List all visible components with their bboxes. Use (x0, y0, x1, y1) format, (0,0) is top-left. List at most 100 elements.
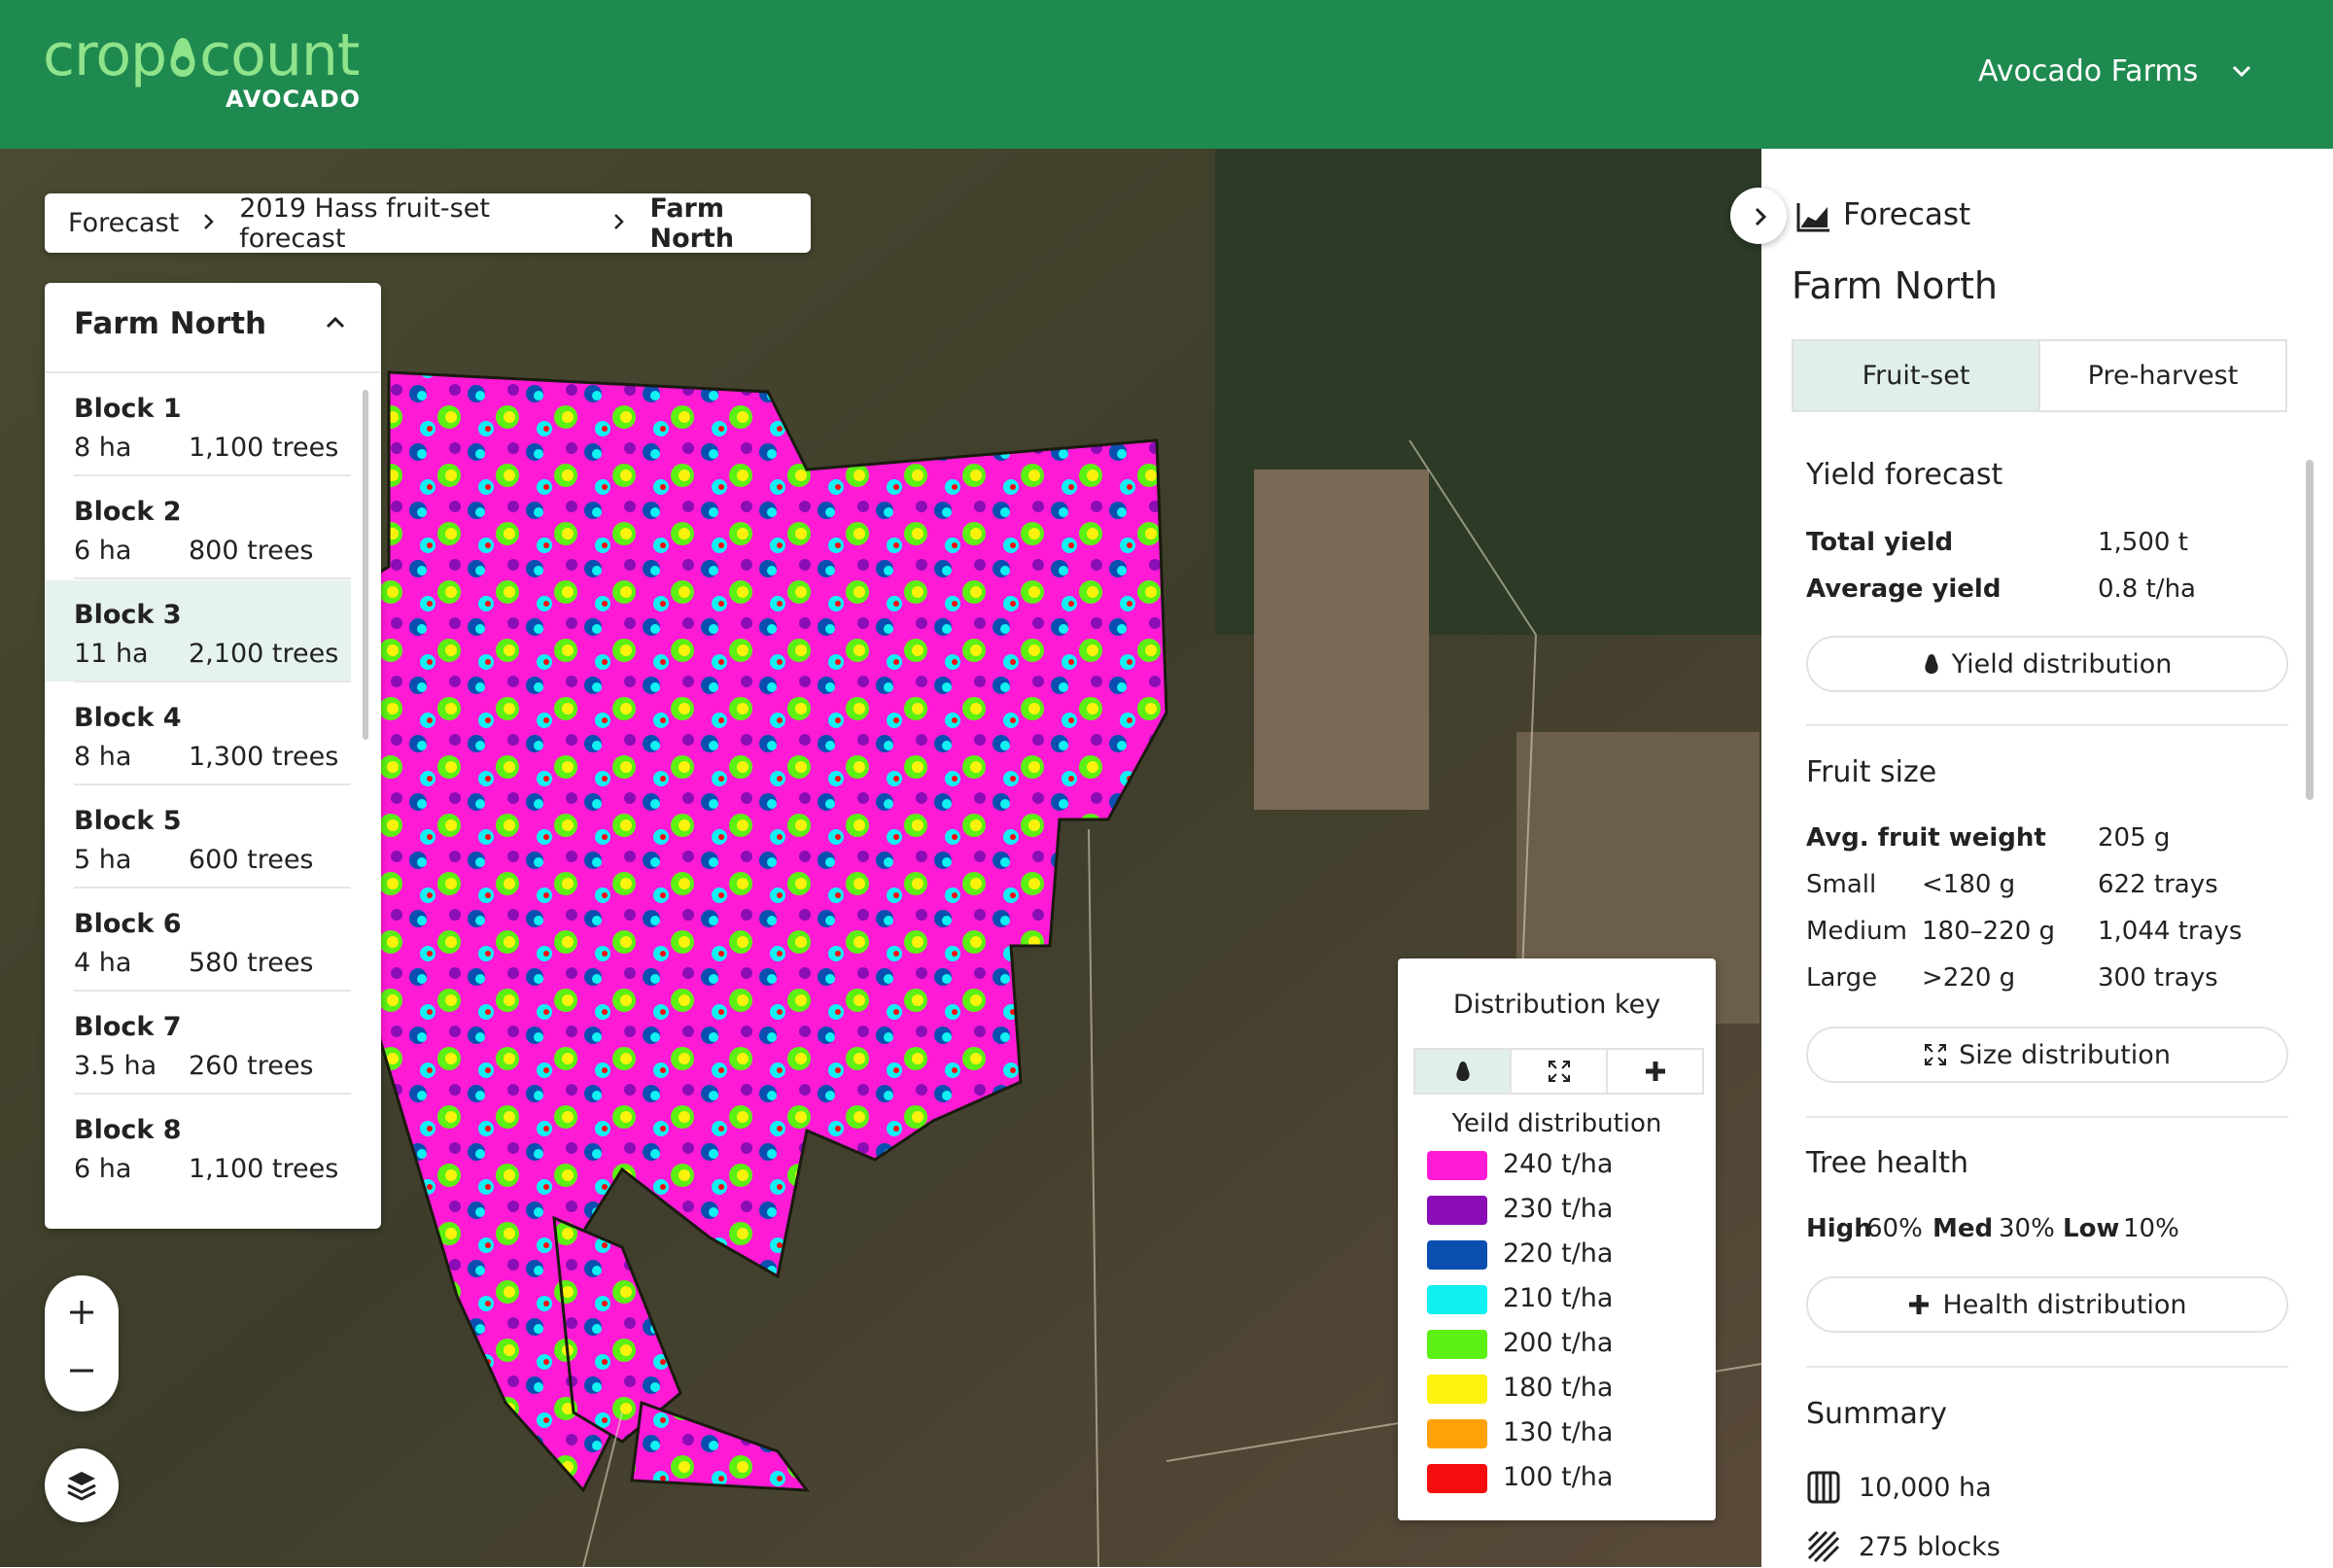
row-label: Avg. fruit weight (1806, 823, 2046, 853)
summary-value: 275 blocks (1859, 1532, 2001, 1562)
legend-label: 180 t/ha (1503, 1373, 1614, 1403)
legend: Distribution key Yeild distribution 240 … (1398, 958, 1716, 1520)
action-button[interactable]: Yield distribution (1806, 636, 2288, 692)
section-heading: Yield forecast (1806, 458, 2003, 492)
breadcrumb: Forecast 2019 Hass fruit-set forecast Farm… (45, 192, 811, 254)
legend-swatch (1427, 1285, 1487, 1314)
health-value: 10% (2123, 1214, 2179, 1243)
block-trees: 600 trees (189, 845, 314, 875)
scrollbar[interactable] (2306, 460, 2314, 800)
block-item[interactable]: Block 3 11 ha 2,100 trees (45, 580, 351, 682)
divider (74, 990, 351, 992)
block-item[interactable]: Block 5 5 ha 600 trees (45, 786, 351, 889)
legend-swatch (1427, 1375, 1487, 1404)
zoom-out[interactable] (68, 1367, 95, 1375)
crumb[interactable]: Farm North (649, 192, 735, 254)
row-range: <180 g (1922, 870, 2016, 899)
block-area: 5 ha (74, 845, 132, 875)
logo: crop count (43, 21, 360, 89)
action-button[interactable]: Size distribution (1806, 1027, 2288, 1083)
block-item[interactable]: Block 2 6 ha 800 trees (45, 477, 351, 579)
row-range: >220 g (1922, 963, 2016, 993)
summary-value: 10,000 ha (1859, 1473, 1992, 1503)
block-item[interactable]: Block 8 6 ha 1,100 trees (45, 1096, 351, 1197)
zoom-in[interactable] (68, 1299, 95, 1326)
panel-toggle[interactable] (1730, 188, 1787, 244)
collapse-icon[interactable] (325, 316, 346, 330)
divider (74, 680, 351, 682)
header: crop count AVOCADO Avocado Farms (0, 0, 2333, 149)
tab[interactable]: Pre-harvest (2038, 341, 2285, 410)
section-heading: Summary (1806, 1397, 1947, 1431)
divider (1806, 1366, 2288, 1368)
legend-swatch (1427, 1419, 1487, 1448)
legend-label: 230 t/ha (1503, 1194, 1614, 1224)
health-value: 60% (1866, 1214, 1923, 1243)
legend-title: Distribution key (1452, 990, 1661, 1020)
health-label: High (1806, 1214, 1872, 1243)
legend-tabs (1413, 1048, 1704, 1095)
legend-label: 200 t/ha (1503, 1328, 1614, 1358)
block-name: Block 4 (74, 703, 182, 733)
row-label: Average yield (1806, 575, 2002, 604)
block-trees: 580 trees (189, 948, 314, 978)
block-area: 11 ha (74, 639, 149, 669)
block-item[interactable]: Block 7 3.5 ha 260 trees (45, 993, 351, 1095)
tab-health[interactable] (1606, 1050, 1702, 1093)
tab-size[interactable] (1510, 1050, 1606, 1093)
layers-button[interactable] (45, 1448, 119, 1522)
row-label: Total yield (1806, 528, 1954, 557)
divider (1806, 724, 2288, 726)
row-label: Medium (1806, 917, 1907, 946)
block-item[interactable]: Block 4 8 ha 1,300 trees (45, 683, 351, 785)
section-heading: Tree health (1806, 1146, 1969, 1180)
expand-icon (1925, 1044, 1947, 1065)
row-value: 0.8 t/ha (2098, 575, 2196, 604)
legend-label: 210 t/ha (1503, 1283, 1614, 1313)
panel-title: Farm North (1792, 264, 1998, 307)
account-menu[interactable]: Avocado Farms (1978, 54, 2199, 88)
legend-label: 240 t/ha (1503, 1149, 1614, 1179)
row-value: 300 trays (2098, 963, 2218, 993)
logo-icon (170, 38, 195, 77)
block-trees: 2,100 trees (189, 639, 339, 669)
satellite-map[interactable] (0, 149, 1761, 1567)
legend-swatch (1427, 1240, 1487, 1270)
panel-section: Forecast (1843, 197, 1971, 232)
block-item[interactable]: Block 1 8 ha 1,100 trees (45, 374, 351, 476)
chevron-right (1755, 207, 1767, 226)
chevron-down[interactable] (2231, 64, 2252, 80)
drop-icon (1924, 654, 1938, 674)
divider (45, 371, 381, 373)
crumb-separator (202, 208, 216, 238)
block-item[interactable]: Block 6 4 ha 580 trees (45, 889, 351, 992)
block-name: Block 1 (74, 394, 182, 424)
summary-icon (1806, 1470, 1841, 1509)
block-name: Block 3 (74, 600, 182, 630)
legend-swatch (1427, 1464, 1487, 1493)
tab[interactable]: Fruit-set (1793, 341, 2038, 410)
button-label: Health distribution (1942, 1289, 2187, 1320)
row-range: 180–220 g (1922, 917, 2056, 946)
area-icon (1807, 1471, 1840, 1504)
summary-icon (1806, 1529, 1841, 1568)
legend-label: 100 t/ha (1503, 1462, 1614, 1492)
block-trees: 1,100 trees (189, 433, 339, 463)
legend-label: 130 t/ha (1503, 1417, 1614, 1447)
button-label: Yield distribution (1951, 648, 2173, 679)
divider (74, 1093, 351, 1095)
crumb[interactable]: 2019 Hass fruit-set forecast (239, 192, 490, 254)
row-label: Small (1806, 870, 1877, 899)
crumb[interactable]: Forecast (68, 208, 180, 238)
health-label: Low (2063, 1214, 2120, 1243)
block-trees: 260 trees (189, 1051, 314, 1081)
action-button[interactable]: Health distribution (1806, 1276, 2288, 1333)
block-name: Block 8 (74, 1115, 182, 1145)
scrollbar[interactable] (363, 390, 368, 740)
tab-yield[interactable] (1415, 1050, 1510, 1093)
tabs: Fruit-set Pre-harvest (1792, 339, 2287, 412)
divider (1806, 1116, 2288, 1118)
button-label: Size distribution (1959, 1039, 2171, 1070)
block-trees: 1,100 trees (189, 1154, 339, 1184)
